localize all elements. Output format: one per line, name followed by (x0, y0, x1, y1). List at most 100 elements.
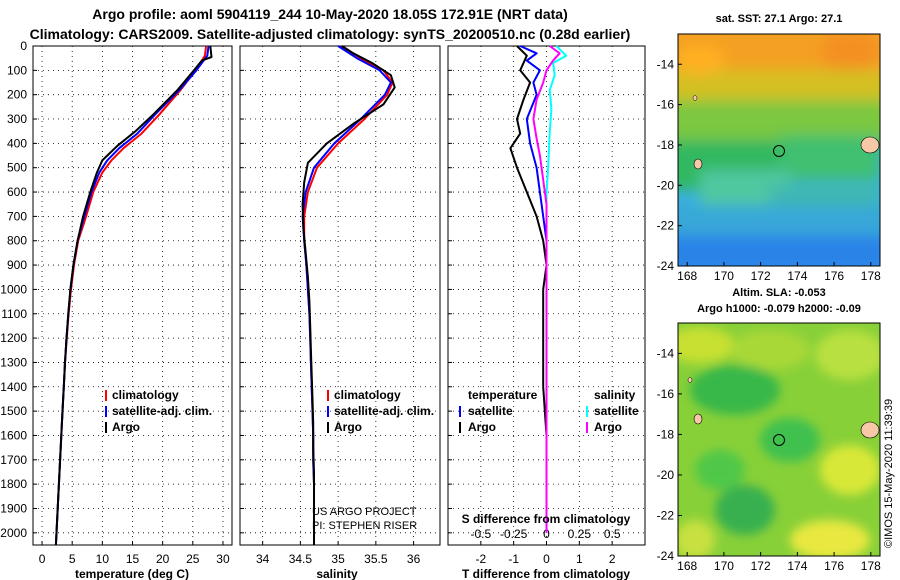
depth-tick-label: 500 (7, 161, 27, 175)
lat-tick-label: -18 (657, 138, 675, 152)
plot-frame (32, 45, 233, 546)
lon-tick-label: 172 (751, 559, 771, 573)
lon-tick-label: 170 (714, 269, 734, 283)
title-line-1: Argo profile: aoml 5904119_244 10-May-20… (92, 6, 568, 22)
x2-tick-label: -0.25 (500, 527, 528, 541)
series-line-argo (301, 45, 396, 545)
legend-climatology: climatology (112, 388, 179, 402)
series-line-s-argo (532, 45, 561, 533)
depth-tick-label: 1700 (0, 453, 27, 467)
depth-tick-label: 1000 (0, 282, 27, 296)
x-tick-label: 25 (186, 552, 200, 566)
depth-axis: 0 100 200 300 400 500 600 700 800 900 1000 1100 1200… (0, 39, 27, 540)
lat-tick-label: -20 (657, 468, 675, 482)
x-tick-label: 35.5 (364, 552, 388, 566)
x-tick-label: 1 (576, 552, 583, 566)
x-tick-label: 35 (331, 552, 345, 566)
legend-s-argo: Argo (594, 420, 622, 434)
x-tick-label: 36 (407, 552, 421, 566)
x-tick-label: 30 (216, 552, 230, 566)
x-tick-label: 34.5 (289, 552, 313, 566)
temperature-legend: climatology satellite-adj. clim. Argo (105, 388, 212, 434)
sst-map-title: sat. SST: 27.1 Argo: 27.1 (716, 13, 843, 25)
depth-tick-label: 700 (7, 209, 27, 223)
temperature-axis-label: temperature (deg C) (75, 567, 189, 580)
lat-tick-label: -14 (657, 346, 675, 360)
title-line-2: Climatology: CARS2009. Satellite-adjuste… (29, 26, 631, 42)
legend-argo: Argo (334, 420, 362, 434)
salinity-legend: climatology satellite-adj. clim. Argo US… (312, 388, 434, 532)
depth-tick-label: 1300 (0, 355, 27, 369)
x-tick-label: 10 (96, 552, 110, 566)
series-line-climatology (303, 45, 394, 545)
lon-tick-label: 176 (824, 269, 844, 283)
lat-tick-label: -14 (657, 57, 675, 71)
sla-map: Altim. SLA: -0.053 Argo h1000: -0.079 h2… (657, 287, 881, 573)
sst-map: sat. SST: 27.1 Argo: 27.1 -14 -16 (657, 13, 881, 283)
x2-tick-label: -0.5 (470, 527, 491, 541)
legend-satellite-adj: satellite-adj. clim. (112, 404, 212, 418)
series-line-satellite-adj-clim- (54, 45, 210, 546)
x-tick-label: 0 (39, 552, 46, 566)
legend-argo: Argo (112, 420, 140, 434)
x-tick-label: 15 (126, 552, 140, 566)
depth-tick-label: 1400 (0, 380, 27, 394)
x-tick-label: -2 (475, 552, 486, 566)
depth-tick-label: 1500 (0, 404, 27, 418)
x-tick-label: 34 (256, 552, 270, 566)
lat-tick-label: -22 (657, 508, 675, 522)
lon-tick-label: 170 (714, 559, 734, 573)
salinity-panel: 34 34.5 35 35.5 36 (239, 45, 441, 566)
legend-salinity-title: salinity (594, 388, 636, 402)
legend-s-satellite: satellite (594, 404, 639, 418)
lat-tick-label: -24 (657, 549, 675, 563)
x2-tick-label: 0.5 (604, 527, 621, 541)
x-tick-label: 5 (69, 552, 76, 566)
x-tick-label: 2 (609, 552, 616, 566)
temperature-panel: 0 5 10 15 20 25 30 (32, 45, 233, 566)
depth-tick-label: 200 (7, 88, 27, 102)
legend-satellite-adj: satellite-adj. clim. (334, 404, 434, 418)
x2-tick-label: 0 (543, 527, 550, 541)
lon-tick-label: 168 (677, 559, 697, 573)
plot-frame (239, 45, 441, 546)
legend-t-argo: Argo (468, 420, 496, 434)
depth-tick-label: 1100 (1, 307, 27, 321)
lon-tick-label: 174 (787, 269, 807, 283)
credit-pi: PI: STEPHEN RISER (312, 520, 417, 532)
lon-tick-label: 178 (861, 559, 881, 573)
depth-tick-label: 400 (7, 136, 27, 150)
lon-tick-label: 176 (824, 559, 844, 573)
legend-climatology: climatology (334, 388, 401, 402)
depth-tick-label: 600 (7, 185, 27, 199)
sla-map-title-2: Argo h1000: -0.079 h2000: -0.09 (697, 303, 861, 315)
t-difference-axis-label: T difference from climatology (462, 567, 630, 580)
salinity-axis-label: salinity (316, 567, 358, 580)
depth-tick-label: 900 (7, 258, 27, 272)
difference-legend: temperature salinity satellite Argo sate… (459, 388, 639, 434)
series-line-argo (54, 45, 213, 546)
lat-tick-label: -18 (657, 427, 675, 441)
lon-tick-label: 172 (751, 269, 771, 283)
timestamp-stamp: ©IMOS 15-May-2020 11:39:39 (883, 399, 895, 548)
depth-tick-label: 1600 (0, 428, 27, 442)
lat-tick-label: -24 (657, 259, 675, 273)
legend-temperature-title: temperature (468, 388, 538, 402)
lat-tick-label: -16 (657, 98, 675, 112)
depth-tick-label: 1900 (0, 501, 27, 515)
legend-t-satellite: satellite (468, 404, 513, 418)
x-tick-label: 0 (543, 552, 550, 566)
series-line-t-argo (509, 45, 548, 533)
depth-tick-label: 800 (7, 234, 27, 248)
lon-tick-label: 178 (861, 269, 881, 283)
x2-tick-label: 0.25 (568, 527, 592, 541)
s-difference-axis-label: S difference from climatology (462, 512, 631, 526)
depth-tick-label: 100 (7, 63, 27, 77)
lat-tick-label: -16 (657, 387, 675, 401)
depth-tick-label: 1200 (0, 331, 27, 345)
credit-project: US ARGO PROJECT (312, 506, 417, 518)
sla-map-title-1: Altim. SLA: -0.053 (732, 287, 826, 299)
series-line-climatology (54, 45, 208, 546)
x-tick-label: -1 (508, 552, 519, 566)
